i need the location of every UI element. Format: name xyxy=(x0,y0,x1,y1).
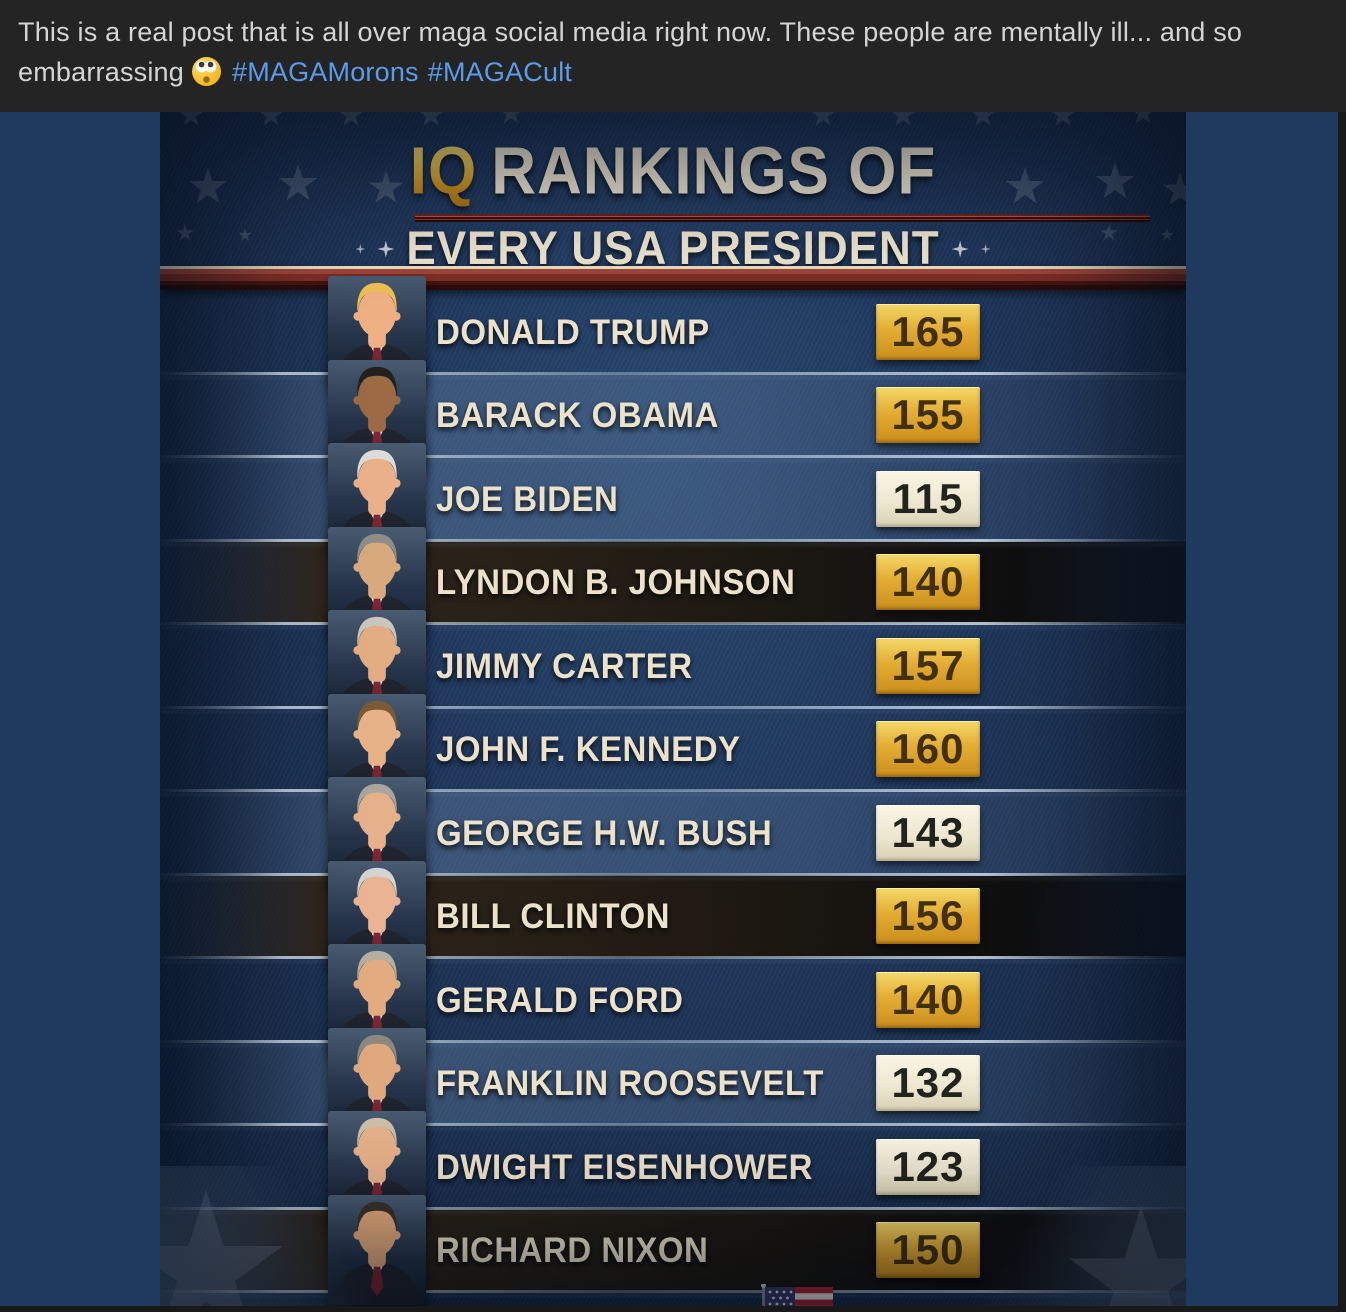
post-image-area: IQ RANKINGS OF EVERY USA PRESIDENT xyxy=(0,112,1338,1306)
president-name: BARACK OBAMA xyxy=(436,394,719,435)
president-name: BILL CLINTON xyxy=(436,895,670,936)
president-name: GEORGE H.W. BUSH xyxy=(436,812,773,853)
post-image[interactable]: IQ RANKINGS OF EVERY USA PRESIDENT xyxy=(160,112,1186,1306)
iq-score-badge: 165 xyxy=(876,303,980,360)
hashtag-link-magamorons[interactable]: #MAGAMorons xyxy=(231,57,419,87)
iq-score-badge: 140 xyxy=(876,554,980,611)
table-row: DWIGHT EISENHOWER 123 xyxy=(160,1111,1186,1221)
us-flag-icon xyxy=(756,1283,842,1306)
sparkle-icon xyxy=(377,240,395,258)
sparkle-icon xyxy=(951,240,969,258)
ranking-rows: DONALD TRUMP 165 BARACK OBAMA 155 xyxy=(160,276,1186,1306)
president-name: DONALD TRUMP xyxy=(436,311,710,352)
table-row: GERALD FORD 140 xyxy=(160,944,1186,1054)
iq-score-badge: 160 xyxy=(876,721,980,778)
president-name: LYNDON B. JOHNSON xyxy=(436,561,796,602)
star-icon xyxy=(970,112,996,126)
sparkle-icon xyxy=(980,244,991,254)
iq-score-badge: 157 xyxy=(876,637,980,694)
president-name: JIMMY CARTER xyxy=(436,645,693,686)
post-caption: This is a real post that is all over mag… xyxy=(0,0,1346,112)
iq-score-badge: 155 xyxy=(876,387,980,444)
table-row: DONALD TRUMP 165 xyxy=(160,276,1186,386)
iq-score-badge: 156 xyxy=(876,888,980,945)
sparkle-icon xyxy=(355,244,366,254)
table-row: JOE BIDEN 115 xyxy=(160,443,1186,553)
iq-score-badge: 132 xyxy=(876,1055,980,1112)
star-icon xyxy=(418,112,444,126)
president-name: JOE BIDEN xyxy=(436,478,619,519)
president-name: DWIGHT EISENHOWER xyxy=(436,1146,813,1187)
table-row: JIMMY CARTER 157 xyxy=(160,610,1186,720)
star-icon xyxy=(498,112,524,124)
table-row: RICHARD NIXON 150 xyxy=(160,1194,1186,1305)
portrait-richard-nixon xyxy=(328,1194,426,1305)
iq-score-badge: 143 xyxy=(876,804,980,861)
title-rest: RANKINGS OF xyxy=(491,134,937,209)
star-icon xyxy=(258,112,284,126)
hashtag-link-magacult[interactable]: #MAGACult xyxy=(427,57,573,87)
table-row: BILL CLINTON 156 xyxy=(160,860,1186,971)
president-name: FRANKLIN ROOSEVELT xyxy=(436,1062,824,1103)
star-icon xyxy=(338,112,364,126)
table-row: LYNDON B. JOHNSON 140 xyxy=(160,526,1186,637)
header-ribbon xyxy=(160,266,1186,290)
president-name: GERALD FORD xyxy=(436,979,684,1020)
star-icon xyxy=(1050,112,1076,126)
title-underline xyxy=(415,214,1150,222)
star-icon xyxy=(1130,112,1156,124)
infographic-title: IQ RANKINGS OF xyxy=(160,112,1186,209)
table-row: FRANKLIN ROOSEVELT 132 xyxy=(160,1027,1186,1138)
iq-score-badge: 150 xyxy=(876,1222,980,1279)
title-iq: IQ xyxy=(409,134,478,209)
table-row: JOHN F. KENNEDY 160 xyxy=(160,693,1186,804)
iq-score-badge: 115 xyxy=(876,470,980,527)
president-name: RICHARD NIXON xyxy=(436,1229,709,1270)
iq-score-badge: 140 xyxy=(876,971,980,1028)
president-name: JOHN F. KENNEDY xyxy=(436,728,741,769)
table-row: BARACK OBAMA 155 xyxy=(160,359,1186,470)
iq-score-badge: 123 xyxy=(876,1138,980,1195)
star-icon xyxy=(178,112,204,126)
caption-text: This is a real post that is all over mag… xyxy=(18,17,1243,87)
star-icon xyxy=(810,112,836,126)
table-row: GEORGE H.W. BUSH 143 xyxy=(160,777,1186,887)
star-icon xyxy=(890,112,916,126)
infographic-header: IQ RANKINGS OF EVERY USA PRESIDENT xyxy=(160,112,1186,290)
eye-roll-emoji xyxy=(191,57,221,86)
